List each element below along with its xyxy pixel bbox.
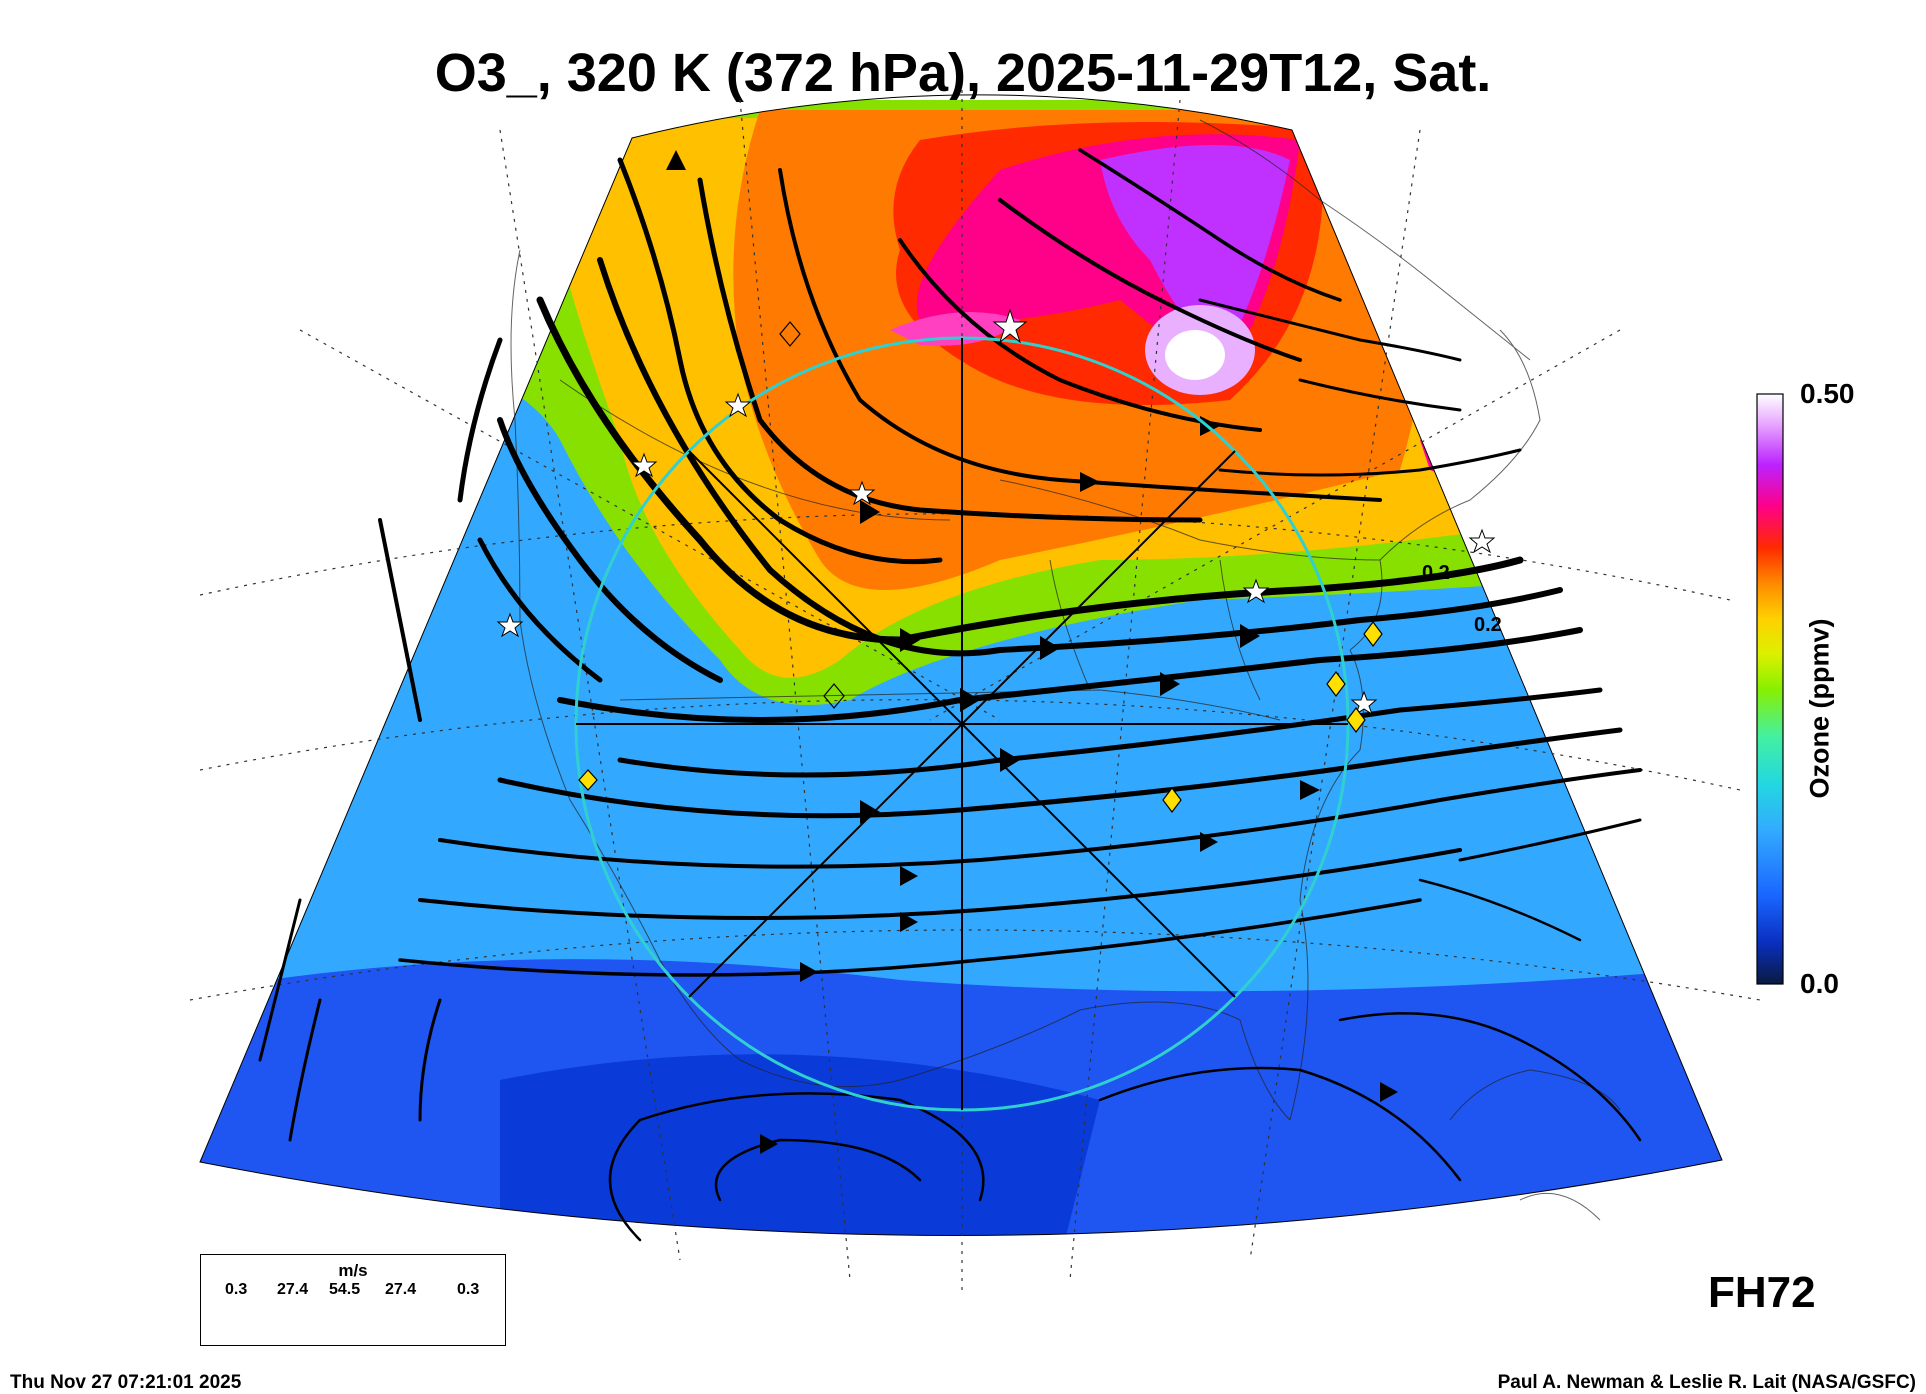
- colorbar: [1756, 393, 1784, 985]
- forecast-hour-label: FH72: [1708, 1268, 1816, 1317]
- contour-label: 0.2: [1474, 614, 1502, 636]
- wind-legend: m/s 0.3 27.4 54.5 27.4 0.3: [200, 1254, 506, 1346]
- wind-legend-value: 0.3: [225, 1281, 248, 1298]
- reference-circle: [574, 336, 1350, 1112]
- credit: Paul A. Newman & Leslie R. Lait (NASA/GS…: [1497, 1372, 1916, 1393]
- wind-legend-value: 27.4: [385, 1281, 417, 1298]
- wind-arrows: [666, 150, 1398, 1154]
- wind-legend-unit: m/s: [338, 1261, 368, 1280]
- wind-legend-value: 54.5: [329, 1281, 361, 1298]
- coastlines: [510, 119, 1621, 1221]
- wind-legend-value: 0.3: [457, 1281, 480, 1298]
- map-title: O3_, 320 K (372 hPa), 2025-11-29T12, Sat…: [434, 43, 1492, 103]
- timestamp: Thu Nov 27 07:21:01 2025: [10, 1372, 242, 1393]
- colorbar-max-label: 0.50: [1800, 378, 1855, 409]
- colorbar-min-label: 0.0: [1800, 968, 1839, 999]
- wind-legend-value: 27.4: [277, 1281, 309, 1298]
- contour-label: 0.2: [1422, 562, 1450, 584]
- station-markers: [496, 308, 1496, 813]
- colorbar-title: Ozone (ppmv): [1804, 618, 1835, 799]
